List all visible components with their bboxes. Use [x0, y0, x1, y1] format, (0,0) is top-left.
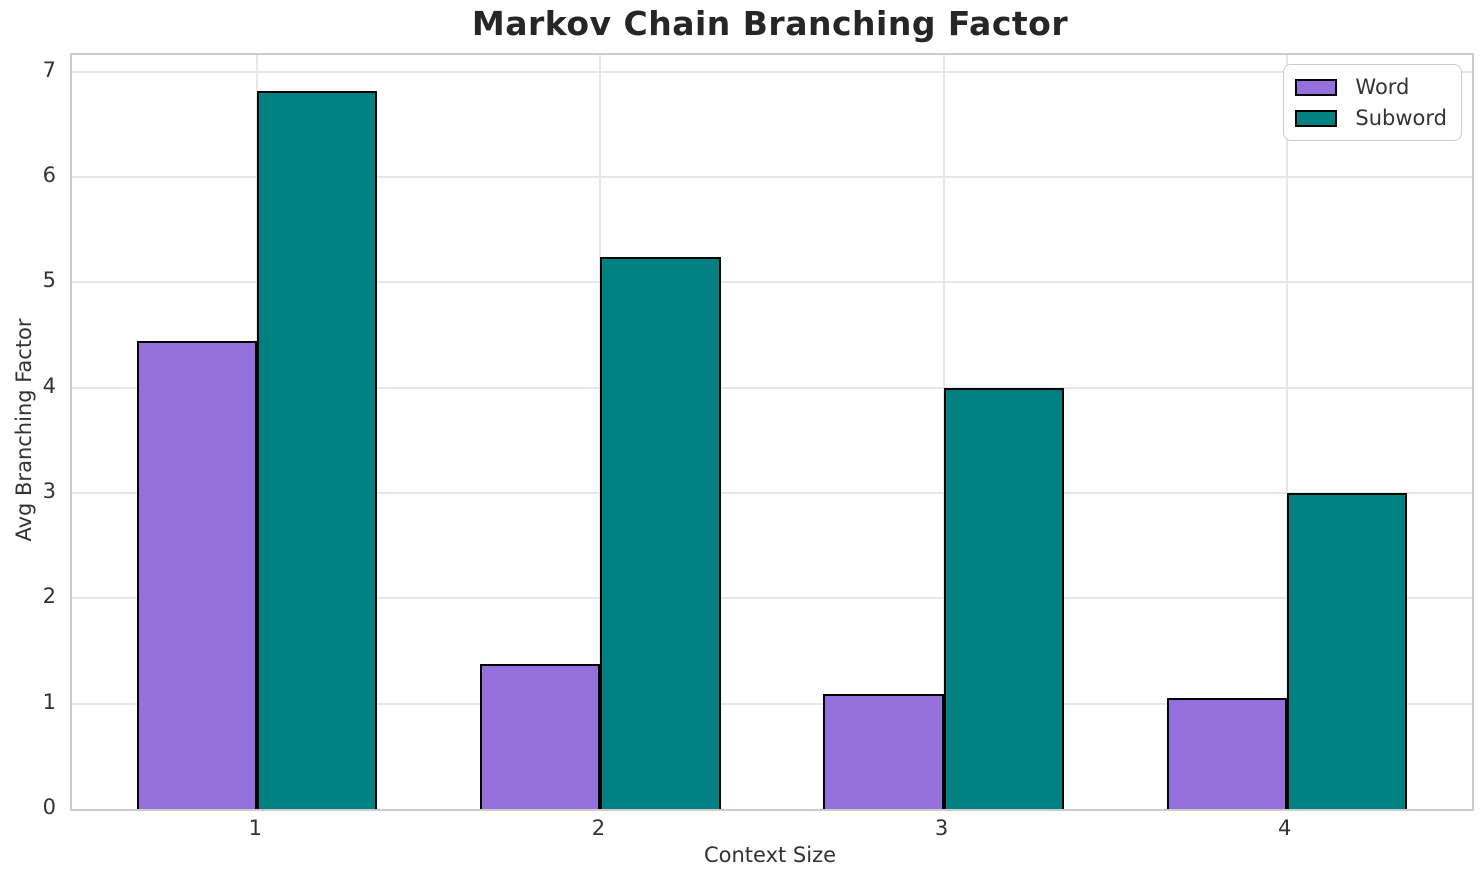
v-gridline-4	[1285, 55, 1288, 809]
h-gridline-3	[72, 492, 1472, 495]
h-gridline-5	[72, 281, 1472, 284]
x-tick-label-2: 2	[591, 816, 606, 840]
y-tick-label-7: 7	[42, 57, 56, 82]
bar-subword-3	[943, 387, 1064, 809]
y-axis-label: Avg Branching Factor	[12, 318, 36, 542]
h-gridline-7	[72, 70, 1472, 73]
y-tick-label-0: 0	[42, 795, 56, 819]
legend-label-subword: Subword	[1355, 106, 1447, 130]
bar-word-1	[137, 341, 258, 809]
bar-word-3	[823, 694, 944, 809]
plot-area: Word Subword	[70, 53, 1474, 811]
bar-word-2	[480, 663, 601, 809]
y-tick-label-1: 1	[42, 689, 56, 714]
chart-title: Markov Chain Branching Factor	[471, 4, 1069, 43]
legend-label-word: Word	[1355, 75, 1410, 99]
y-tick-label-3: 3	[42, 479, 56, 504]
x-axis-label: Context Size	[703, 843, 837, 867]
legend-item-word: Word	[1295, 74, 1447, 100]
y-tick-label-6: 6	[42, 163, 56, 188]
bar-subword-2	[600, 257, 721, 809]
bar-subword-4	[1286, 493, 1407, 809]
legend-swatch-word	[1295, 78, 1338, 96]
legend-item-subword: Subword	[1295, 105, 1447, 131]
x-tick-label-1: 1	[248, 816, 262, 840]
x-tick-label-3: 3	[934, 816, 949, 840]
y-tick-label-2: 2	[42, 584, 56, 609]
legend: Word Subword	[1283, 64, 1462, 141]
h-gridline-6	[72, 176, 1472, 179]
legend-swatch-subword	[1295, 109, 1338, 127]
y-tick-label-5: 5	[42, 268, 56, 293]
y-tick-label-4: 4	[42, 373, 56, 398]
h-gridline-4	[72, 386, 1472, 389]
h-gridline-1	[72, 702, 1472, 705]
bar-word-4	[1166, 698, 1287, 809]
x-tick-label-4: 4	[1278, 816, 1292, 840]
h-gridline-2	[72, 597, 1472, 600]
bar-subword-1	[257, 90, 378, 809]
